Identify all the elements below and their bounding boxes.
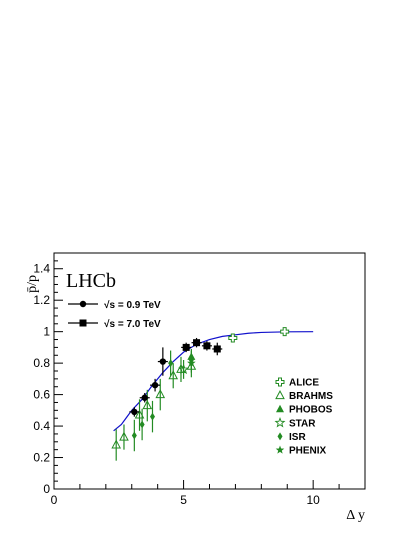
data-point [149,412,155,421]
points-layer [111,327,290,461]
y-tick-label: 0.8 [33,356,50,370]
data-point [142,400,153,410]
experiment-label: LHCb [66,270,116,292]
data-point [139,420,145,429]
legend-marker [277,432,283,441]
legend-lhcb: √s = 0.9 TeV √s = 7.0 TeV [68,300,161,330]
x-axis-label: Δ y [346,508,365,523]
y-tick-label: 0.4 [33,419,50,433]
legend-label: BRAHMS [289,391,333,402]
legend-marker [275,445,285,454]
data-point [119,431,129,441]
legend-marker [275,377,285,387]
legend-label: ISR [289,432,306,443]
data-point [131,408,138,416]
legend-label: ALICE [289,378,319,389]
data-point [155,389,166,399]
legend-marker [276,404,284,413]
legend-marker [275,390,285,400]
data-point [168,359,174,368]
legend-label: √s = 7.0 TeV [104,319,161,330]
data-point [151,381,159,389]
x-tick-label: 10 [306,493,320,507]
legend-marker [274,417,286,428]
data-point [182,343,190,351]
y-tick-label: 0.2 [33,451,50,465]
data-point [280,327,290,337]
data-point [213,345,221,353]
data-point [159,358,167,365]
y-tick-label: 1.4 [33,262,50,276]
y-tick-label: 0.6 [33,388,50,402]
data-point [193,339,201,347]
legend-label: PHOBOS [289,405,333,416]
data-point [111,439,122,449]
legend-label: STAR [289,418,316,429]
y-tick-label: 1.2 [33,293,50,307]
x-tick-label: 5 [180,493,187,507]
y-axis-label: p̄/p [25,275,40,293]
legend-other: ALICE BRAHMS PHOBOS STAR ISR PHENIX [274,377,333,457]
legend-label: √s = 0.9 TeV [104,300,161,311]
data-point [131,431,137,440]
data-point [228,333,238,343]
legend-marker [79,319,87,327]
fit-curve [113,331,314,432]
legend-label: PHENIX [289,446,327,457]
ticks-layer: 0 0.2 0.4 0.6 0.8 1 1.2 1.4 0 5 10 [33,252,366,507]
data-point [203,342,211,350]
data-point [178,363,190,375]
data-point [187,352,196,360]
y-tick-label: 0 [43,482,50,496]
plot-frame [53,252,366,490]
y-tick-label: 1 [43,325,50,339]
legend-marker [79,300,87,308]
x-tick-label: 0 [51,493,58,507]
data-point [141,394,148,401]
